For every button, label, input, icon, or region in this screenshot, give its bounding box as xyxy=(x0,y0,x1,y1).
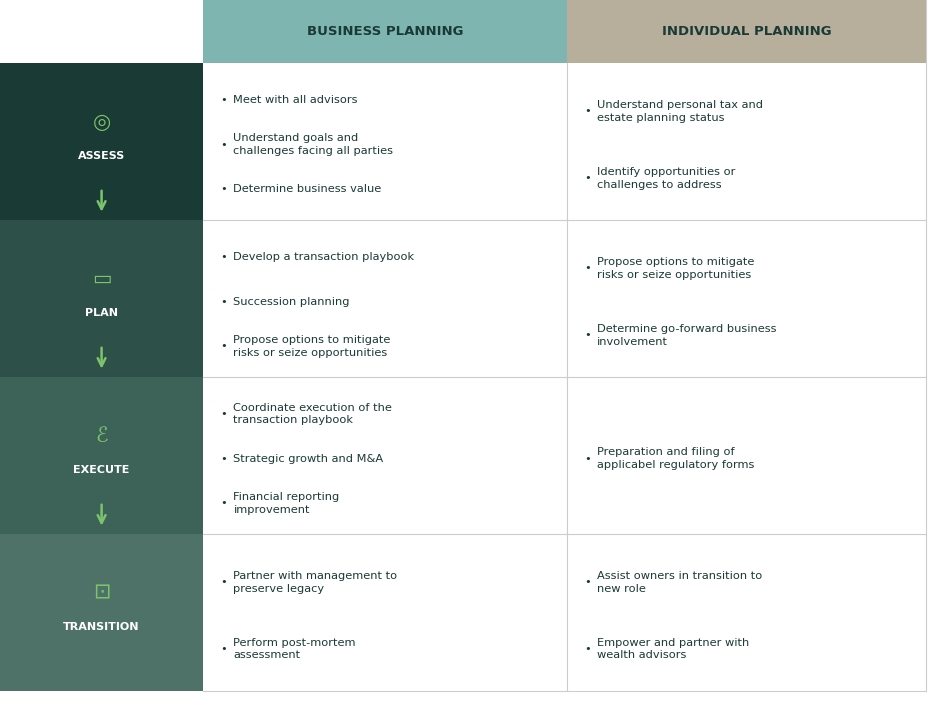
Text: ◎: ◎ xyxy=(93,112,110,132)
Text: •: • xyxy=(220,95,227,105)
Text: TRANSITION: TRANSITION xyxy=(63,622,140,632)
Text: Empower and partner with
wealth advisors: Empower and partner with wealth advisors xyxy=(597,638,749,660)
Text: •: • xyxy=(583,454,590,464)
Bar xyxy=(203,534,566,691)
Bar xyxy=(0,377,203,534)
Text: •: • xyxy=(583,330,590,340)
Text: ▭: ▭ xyxy=(92,269,111,289)
Text: Understand goals and
challenges facing all parties: Understand goals and challenges facing a… xyxy=(233,133,393,156)
Text: Meet with all advisors: Meet with all advisors xyxy=(233,95,358,105)
Bar xyxy=(203,377,566,534)
Text: Propose options to mitigate
risks or seize opportunities: Propose options to mitigate risks or sei… xyxy=(597,257,754,279)
Text: Determine go-forward business
involvement: Determine go-forward business involvemen… xyxy=(597,324,776,346)
Bar xyxy=(0,220,203,377)
Text: PLAN: PLAN xyxy=(85,308,118,318)
Text: Assist owners in transition to
new role: Assist owners in transition to new role xyxy=(597,571,762,593)
Text: Preparation and filing of
applicabel regulatory forms: Preparation and filing of applicabel reg… xyxy=(597,447,754,470)
Text: •: • xyxy=(220,341,227,351)
Text: •: • xyxy=(220,409,227,419)
Text: Propose options to mitigate
risks or seize opportunities: Propose options to mitigate risks or sei… xyxy=(233,335,391,358)
Text: •: • xyxy=(220,644,227,654)
Text: Perform post-mortem
assessment: Perform post-mortem assessment xyxy=(233,638,356,660)
Text: Partner with management to
preserve legacy: Partner with management to preserve lega… xyxy=(233,571,397,593)
Bar xyxy=(0,534,203,691)
Bar xyxy=(566,534,925,691)
Text: BUSINESS PLANNING: BUSINESS PLANNING xyxy=(307,25,463,38)
Text: •: • xyxy=(220,184,227,194)
Text: Strategic growth and M&A: Strategic growth and M&A xyxy=(233,454,383,464)
Text: •: • xyxy=(220,498,227,508)
Bar xyxy=(203,0,566,63)
Text: Financial reporting
improvement: Financial reporting improvement xyxy=(233,492,339,515)
Bar xyxy=(566,63,925,220)
Text: ASSESS: ASSESS xyxy=(77,151,125,161)
Text: Succession planning: Succession planning xyxy=(233,297,349,307)
Text: Identify opportunities or
challenges to address: Identify opportunities or challenges to … xyxy=(597,167,734,189)
Text: Understand personal tax and
estate planning status: Understand personal tax and estate plann… xyxy=(597,100,763,122)
Text: •: • xyxy=(583,107,590,116)
Bar xyxy=(203,63,566,220)
Bar xyxy=(0,63,203,220)
Text: INDIVIDUAL PLANNING: INDIVIDUAL PLANNING xyxy=(661,25,831,38)
Text: •: • xyxy=(583,264,590,273)
Text: ⊡: ⊡ xyxy=(93,582,110,603)
Bar xyxy=(203,220,566,377)
Text: EXECUTE: EXECUTE xyxy=(74,465,129,475)
Text: •: • xyxy=(583,174,590,183)
Text: •: • xyxy=(220,252,227,262)
Text: Develop a transaction playbook: Develop a transaction playbook xyxy=(233,252,414,262)
Text: •: • xyxy=(220,454,227,464)
Bar xyxy=(566,0,925,63)
Text: •: • xyxy=(583,577,590,587)
Bar xyxy=(566,220,925,377)
Text: ℰ: ℰ xyxy=(95,426,108,446)
Text: •: • xyxy=(583,644,590,654)
Text: Determine business value: Determine business value xyxy=(233,184,381,194)
Text: •: • xyxy=(220,577,227,587)
Bar xyxy=(566,377,925,534)
Text: •: • xyxy=(220,140,227,150)
Text: Coordinate execution of the
transaction playbook: Coordinate execution of the transaction … xyxy=(233,402,392,426)
Text: •: • xyxy=(220,297,227,307)
